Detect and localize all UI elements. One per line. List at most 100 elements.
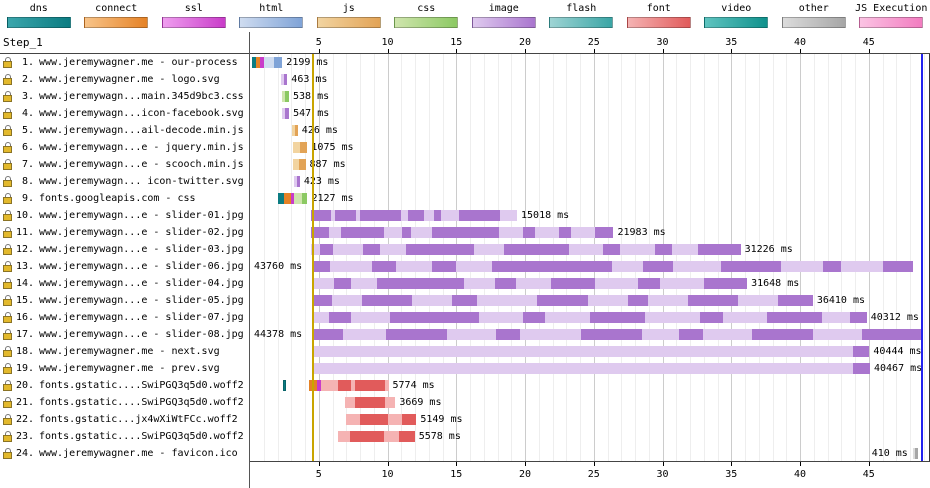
waterfall-bar[interactable] — [313, 363, 870, 374]
request-url: www.jeremywagn...e - slider-07.jpg — [39, 312, 244, 323]
request-row[interactable]: 14. www.jeremywagn...e - slider-04.jpg — [0, 275, 249, 292]
lock-icon — [3, 431, 12, 442]
request-row[interactable]: 3. www.jeremywagn...main.345d9bc3.css — [0, 88, 249, 105]
gridline — [759, 54, 760, 461]
legend-swatch — [394, 17, 459, 28]
waterfall-bar[interactable] — [252, 57, 283, 68]
request-row[interactable]: 7. www.jeremywagn...e - scooch.min.js — [0, 156, 249, 173]
request-row[interactable]: 11. www.jeremywagn...e - slider-02.jpg — [0, 224, 249, 241]
content-segment — [313, 363, 870, 374]
gridline — [498, 54, 499, 461]
waterfall-bar[interactable] — [344, 397, 396, 408]
waterfall-bar[interactable] — [294, 176, 300, 187]
download-chunk — [362, 295, 413, 306]
waterfall-bar[interactable] — [311, 244, 741, 255]
waterfall-bar[interactable] — [291, 125, 298, 136]
waterfall-bar[interactable] — [312, 295, 813, 306]
request-row[interactable]: 22. fonts.gstatic...jx4wXiWtFCc.woff2 — [0, 411, 249, 428]
request-row[interactable]: 16. www.jeremywagn...e - slider-07.jpg — [0, 309, 249, 326]
request-row[interactable]: 9. fonts.googleapis.com - css — [0, 190, 249, 207]
request-url: www.jeremywagn...e - slider-08.jpg — [39, 329, 244, 340]
legend-swatch — [84, 17, 149, 28]
waterfall-bar[interactable] — [281, 91, 290, 102]
request-row[interactable]: 12. www.jeremywagn...e - slider-03.jpg — [0, 241, 249, 258]
lock-icon — [3, 329, 12, 340]
request-row[interactable]: 17. www.jeremywagn...e - slider-08.jpg — [0, 326, 249, 343]
download-chunk — [329, 312, 352, 323]
request-url: fonts.gstatic....SwiPGQ3q5d0.woff2 — [39, 397, 244, 408]
waterfall-bar[interactable] — [278, 193, 308, 204]
request-number: 5. — [21, 125, 34, 136]
download-chunk — [687, 295, 738, 306]
waterfall-bar[interactable] — [912, 448, 919, 459]
waterfall-bar[interactable] — [280, 74, 288, 85]
request-row[interactable]: 15. www.jeremywagn...e - slider-05.jpg — [0, 292, 249, 309]
waterfall-bar[interactable] — [292, 142, 308, 153]
gridline — [704, 54, 705, 461]
gridline — [264, 54, 265, 461]
request-row[interactable]: 20. fonts.gstatic....SwiPGQ3q5d0.woff2 — [0, 377, 249, 394]
waterfall-bar[interactable] — [311, 227, 614, 238]
waterfall-bar[interactable] — [309, 380, 389, 391]
request-row[interactable]: 5. www.jeremywagn...ail-decode.min.js — [0, 122, 249, 139]
download-chunk — [431, 261, 456, 272]
request-row[interactable]: 6. www.jeremywagn...e - jquery.min.js — [0, 139, 249, 156]
waterfall-bar[interactable] — [312, 312, 867, 323]
request-row[interactable]: 18. www.jeremywagner.me - next.svg — [0, 343, 249, 360]
axis-tick — [456, 462, 458, 466]
download-chunk — [407, 210, 425, 221]
request-row[interactable]: 8. www.jeremywagn... icon-twitter.svg — [0, 173, 249, 190]
download-chunk — [311, 261, 330, 272]
waterfall-bar[interactable] — [345, 414, 417, 425]
request-timing-label: 423 ms — [303, 176, 340, 187]
download-chunk — [362, 244, 380, 255]
lock-icon — [3, 57, 12, 68]
download-chunk — [354, 380, 386, 391]
request-url: www.jeremywagn...e - slider-06.jpg — [39, 261, 244, 272]
request-row[interactable]: 19. www.jeremywagner.me - prev.svg — [0, 360, 249, 377]
request-number: 11. — [15, 227, 34, 238]
request-number: 9. — [21, 193, 34, 204]
request-row[interactable]: 2. www.jeremywagner.me - logo.svg — [0, 71, 249, 88]
request-row[interactable]: 13. www.jeremywagn...e - slider-06.jpg — [0, 258, 249, 275]
waterfall-bar[interactable] — [311, 261, 914, 272]
waterfall-bar[interactable] — [313, 346, 870, 357]
waterfall-bar[interactable] — [311, 278, 748, 289]
waterfall-bar[interactable] — [312, 329, 923, 340]
lock-icon — [3, 176, 12, 187]
waterfall-bar[interactable] — [293, 159, 306, 170]
lock-icon — [3, 142, 12, 153]
request-row[interactable]: 10. www.jeremywagn...e - slider-01.jpg — [0, 207, 249, 224]
lock-icon — [3, 210, 12, 221]
download-chunk — [915, 448, 919, 459]
gridline — [621, 54, 622, 461]
dns-block[interactable] — [283, 380, 287, 391]
legend-swatch — [471, 17, 536, 28]
download-chunk — [495, 329, 521, 340]
request-row[interactable]: 21. fonts.gstatic....SwiPGQ3q5d0.woff2 — [0, 394, 249, 411]
waterfall-bar[interactable] — [281, 108, 290, 119]
request-number: 22. — [15, 414, 34, 425]
legend-swatch — [704, 17, 769, 28]
request-timing-label: 43760 ms — [254, 261, 303, 272]
request-row[interactable]: 24. www.jeremywagner.me - favicon.ico — [0, 445, 249, 462]
request-timing-label: 3669 ms — [399, 397, 442, 408]
gridline — [594, 54, 595, 461]
download-chunk — [385, 329, 447, 340]
gridline — [388, 54, 389, 461]
request-timing-label: 463 ms — [291, 74, 328, 85]
download-chunk — [341, 227, 384, 238]
download-chunk — [595, 227, 614, 238]
request-row[interactable]: 23. fonts.gstatic....SwiPGQ3q5d0.woff2 — [0, 428, 249, 445]
request-row[interactable]: 1. www.jeremywagner.me - our-process — [0, 54, 249, 71]
request-url: www.jeremywagner.me - favicon.ico — [39, 448, 238, 459]
request-url: www.jeremywagn...icon-facebook.svg — [39, 108, 244, 119]
axis-tick — [525, 462, 527, 466]
axis-tick-label: 15 — [450, 469, 463, 480]
waterfall-bar[interactable] — [310, 210, 518, 221]
request-url: fonts.googleapis.com - css — [39, 193, 196, 204]
waterfall-bar[interactable] — [338, 431, 415, 442]
download-chunk — [377, 278, 465, 289]
request-row[interactable]: 4. www.jeremywagn...icon-facebook.svg — [0, 105, 249, 122]
download-chunk — [273, 57, 283, 68]
